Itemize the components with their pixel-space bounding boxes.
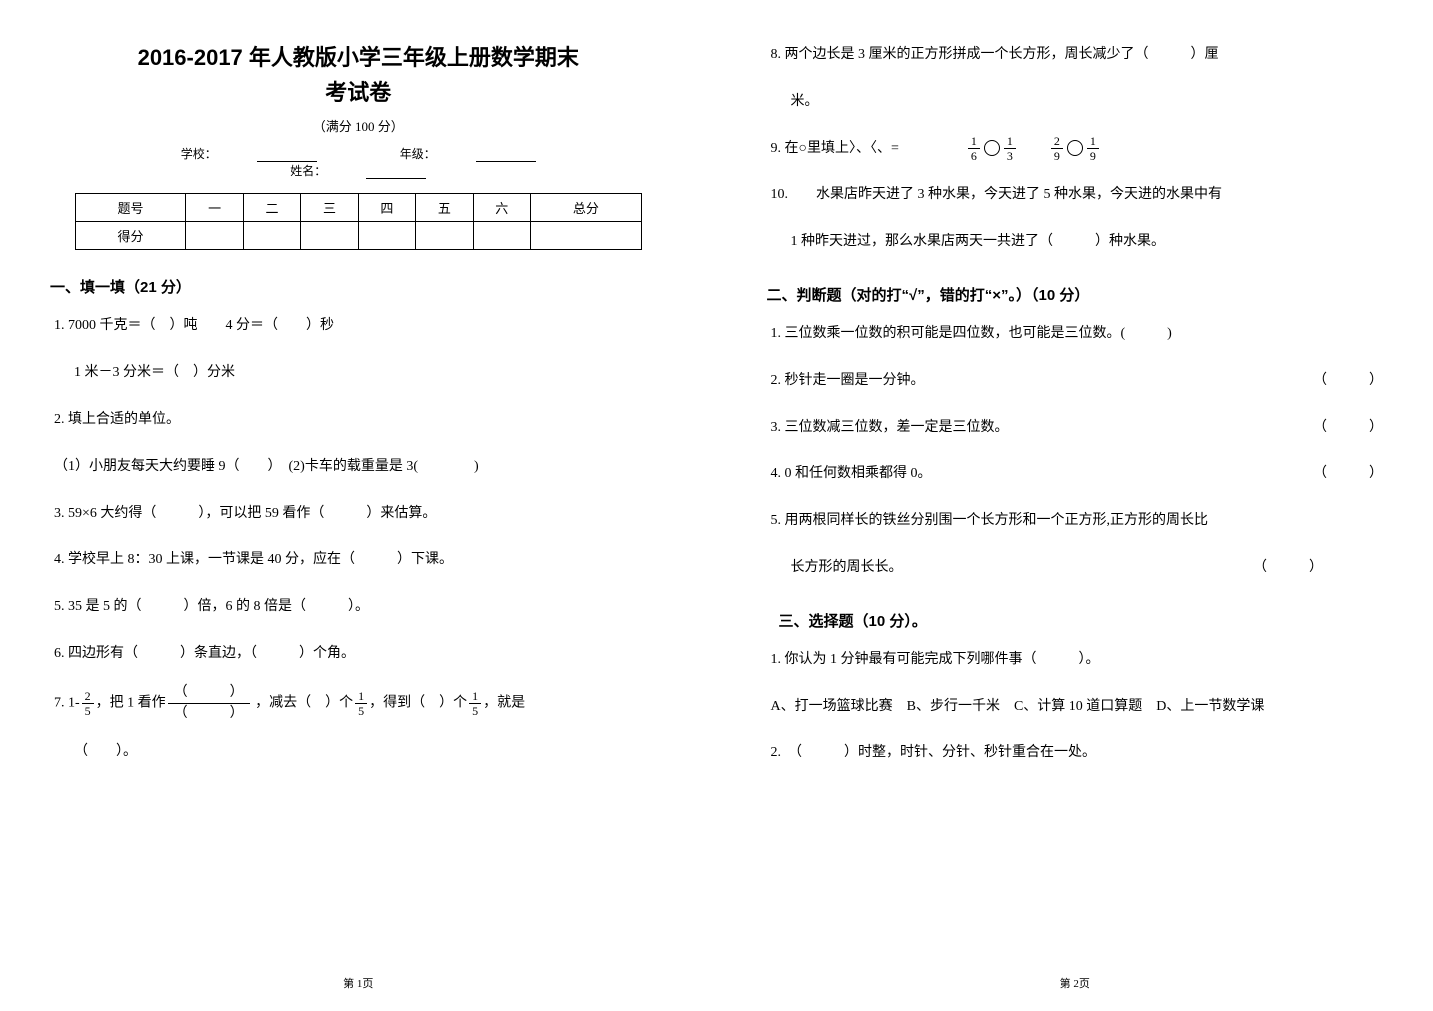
score-header-row: 题号 一 二 三 四 五 六 总分 (75, 194, 641, 222)
q1-1a: 1. 7000 千克＝（ ）吨 4 分＝（ ）秒 (50, 311, 667, 342)
name-blank (366, 165, 426, 179)
score-h1: 一 (186, 194, 243, 222)
frac-2-5: 25 (82, 690, 94, 717)
school-blank (257, 148, 317, 162)
q3-2: 2. （ ）时整，时针、分针、秒针重合在一处。 (767, 738, 1384, 769)
q1-3: 3. 59×6 大约得（ ），可以把 59 看作（ ）来估算。 (50, 499, 667, 530)
q2-1: 1. 三位数乘一位数的积可能是四位数，也可能是三位数。( ) (767, 319, 1384, 350)
page-1-number: 第 1页 (343, 975, 373, 991)
grade-label: 年级： (380, 145, 556, 162)
page-2-number: 第 2页 (1060, 975, 1090, 991)
name-label: 姓名： (270, 162, 446, 179)
frac-1-9: 19 (1087, 135, 1099, 162)
score-h3: 三 (301, 194, 358, 222)
q2-3: 3. 三位数减三位数，差一定是三位数。（ ） (767, 413, 1384, 444)
frac-1-5a: 15 (355, 690, 367, 717)
exam-title: 2016-2017 年人教版小学三年级上册数学期末 考试卷 (50, 40, 667, 110)
q1-10b: 1 种昨天进过，那么水果店两天一共进了（ ）种水果。 (767, 227, 1384, 258)
grade-blank (476, 148, 536, 162)
q1-10a: 10. 水果店昨天进了 3 种水果，今天进了 5 种水果，今天进的水果中有 (767, 180, 1384, 211)
page-1: 2016-2017 年人教版小学三年级上册数学期末 考试卷 （满分 100 分）… (0, 0, 717, 1011)
frac-1-5b: 15 (469, 690, 481, 717)
score-h2: 二 (243, 194, 300, 222)
compare-circle-2 (1067, 140, 1083, 156)
q1-1b: 1 米－3 分米＝（ ）分米 (50, 358, 667, 389)
score-h0: 题号 (75, 194, 186, 222)
q1-8: 8. 两个边长是 3 厘米的正方形拼成一个长方形，周长减少了（ ）厘 (767, 40, 1384, 71)
q3-1: 1. 你认为 1 分钟最有可能完成下列哪件事（ ）。 (767, 645, 1384, 676)
section-2-title: 二、判断题（对的打“√”，错的打“×”。）（10 分） (767, 284, 1384, 305)
q1-4: 4. 学校早上 8：30 上课，一节课是 40 分，应在（ ）下课。 (50, 545, 667, 576)
score-h6: 六 (473, 194, 530, 222)
score-table: 题号 一 二 三 四 五 六 总分 得分 (75, 193, 642, 250)
q2-2: 2. 秒针走一圈是一分钟。（ ） (767, 366, 1384, 397)
score-h7: 总分 (531, 194, 642, 222)
q2-5b: 长方形的周长长。（ ） (767, 553, 1384, 584)
q1-9: 9. 在○里填上〉、〈、= 1613 2919 (767, 134, 1384, 165)
q1-8b: 米。 (767, 87, 1384, 118)
score-value-row: 得分 (75, 222, 641, 250)
compare-circle-1 (984, 140, 1000, 156)
title-line-1: 2016-2017 年人教版小学三年级上册数学期末 (138, 45, 579, 70)
q1-2a: （1）小朋友每天大约要睡 9（ ） (2)卡车的载重量是 3( ) (50, 452, 667, 483)
q1-7: 7. 1-25，把 1 看作（ ）（ ） ，减去（ ）个15，得到（ ）个15，… (50, 686, 667, 721)
frac-1-3: 13 (1004, 135, 1016, 162)
frac-2-9: 29 (1051, 135, 1063, 162)
q1-6: 6. 四边形有（ ）条直边，（ ）个角。 (50, 639, 667, 670)
q2-5a: 5. 用两根同样长的铁丝分别围一个长方形和一个正方形,正方形的周长比 (767, 506, 1384, 537)
page-2: 8. 两个边长是 3 厘米的正方形拼成一个长方形，周长减少了（ ）厘 米。 9.… (717, 0, 1433, 1011)
frac-1-6: 16 (968, 135, 980, 162)
q2-4: 4. 0 和任何数相乘都得 0。（ ） (767, 459, 1384, 490)
score-h5: 五 (416, 194, 473, 222)
section-1-title: 一、填一填（21 分） (50, 276, 667, 297)
score-row-label: 得分 (75, 222, 186, 250)
score-h4: 四 (358, 194, 415, 222)
section-3-title: 三、选择题（10 分）。 (767, 610, 1384, 631)
title-line-2: 考试卷 (325, 80, 391, 105)
student-meta: 学校： 年级： 姓名： (50, 145, 667, 179)
full-marks: （满分 100 分） (50, 116, 667, 135)
school-label: 学校： (161, 145, 337, 162)
q1-7b: （ ）。 (50, 737, 667, 768)
q3-1-opts: A、打一场篮球比赛 B、步行一千米 C、计算 10 道口算题 D、上一节数学课 (767, 692, 1384, 723)
q1-5: 5. 35 是 5 的（ ）倍，6 的 8 倍是（ ）。 (50, 592, 667, 623)
q1-2: 2. 填上合适的单位。 (50, 405, 667, 436)
blank-frac: （ ）（ ） (168, 686, 250, 721)
